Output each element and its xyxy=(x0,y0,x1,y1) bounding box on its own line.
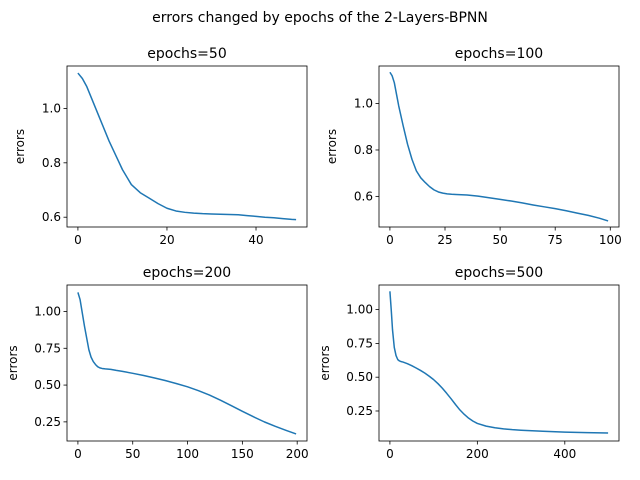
x-tick-label: 25 xyxy=(437,233,452,247)
x-tick-label: 50 xyxy=(492,233,507,247)
x-tick-label: 0 xyxy=(74,233,82,247)
figure-suptitle: errors changed by epochs of the 2-Layers… xyxy=(152,10,488,26)
y-axis-label: errors xyxy=(13,129,27,164)
y-tick-label: 0.6 xyxy=(354,189,373,203)
axes-frame xyxy=(66,284,308,442)
y-tick-label: 0.75 xyxy=(34,341,61,355)
subplot-1: epochs=50 0 20 40 0.6 0.8 1.0 errors xyxy=(13,46,308,247)
y-axis-label: errors xyxy=(325,129,339,164)
y-tick-label: 0.75 xyxy=(346,336,373,350)
subplot-title: epochs=50 xyxy=(147,46,226,62)
y-tick-label: 0.6 xyxy=(42,210,61,224)
axes-frame xyxy=(66,65,308,228)
y-tick-label: 0.25 xyxy=(346,404,373,418)
series-line xyxy=(389,291,609,434)
subplot-title: epochs=500 xyxy=(455,265,543,281)
subplot-3: epochs=200 0 50 100 150 200 0.25 0.50 0.75 1.00 er… xyxy=(6,265,309,461)
x-tick-label: 400 xyxy=(553,447,576,461)
x-tick-label: 75 xyxy=(548,233,563,247)
y-tick-label: 0.8 xyxy=(42,156,61,170)
x-tick-label: 50 xyxy=(125,447,140,461)
axes-frame xyxy=(378,65,620,228)
x-tick-label: 0 xyxy=(386,447,394,461)
y-tick-label: 0.50 xyxy=(34,378,61,392)
x-tick-label: 40 xyxy=(248,233,263,247)
axes-frame xyxy=(378,284,620,442)
subplot-2: epochs=100 0 25 50 75 100 0.6 0.8 1.0 errors xyxy=(325,46,622,247)
y-tick-label: 1.0 xyxy=(354,97,373,111)
x-tick-label: 0 xyxy=(386,233,394,247)
y-tick-label: 0.50 xyxy=(346,370,373,384)
subplot-title: epochs=100 xyxy=(455,46,543,62)
y-tick-label: 1.00 xyxy=(346,303,373,317)
x-tick-label: 0 xyxy=(74,447,82,461)
x-tick-label: 200 xyxy=(286,447,309,461)
y-tick-label: 0.25 xyxy=(34,415,61,429)
y-axis-label: errors xyxy=(318,345,332,380)
x-tick-label: 200 xyxy=(466,447,489,461)
series-line xyxy=(389,71,609,222)
series-line xyxy=(77,72,297,221)
x-tick-label: 100 xyxy=(599,233,622,247)
subplot-grid: epochs=500 20 400.60.81.0errorsepochs=1000… xyxy=(6,46,622,461)
series-line xyxy=(77,292,297,435)
y-axis-label: errors xyxy=(6,345,20,380)
subplot-title: epochs=200 xyxy=(143,265,231,281)
y-tick-label: 1.00 xyxy=(34,304,61,318)
x-tick-label: 20 xyxy=(159,233,174,247)
y-tick-label: 0.8 xyxy=(354,143,373,157)
y-tick-label: 1.0 xyxy=(42,101,61,115)
subplot-4: epochs=500 0 200 400 0.25 0.50 0.75 1.00 errors xyxy=(318,265,620,461)
x-tick-label: 150 xyxy=(231,447,254,461)
x-tick-label: 100 xyxy=(176,447,199,461)
